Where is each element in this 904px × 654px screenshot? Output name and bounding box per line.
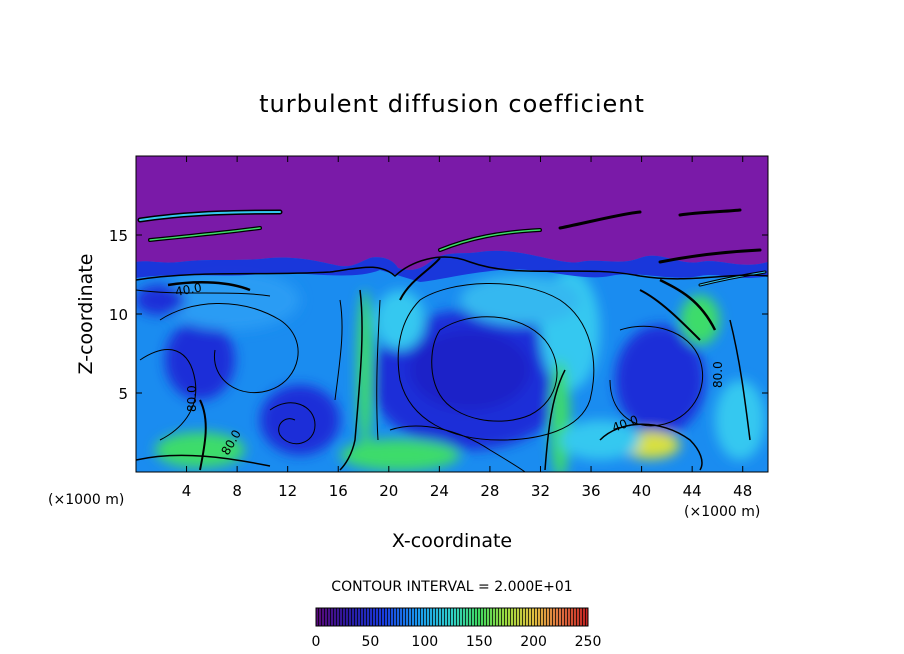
- x-tick-label: 16: [329, 482, 348, 500]
- x-tick-label: 8: [232, 482, 242, 500]
- colorbar-ticks: 0 50 100 150 200 250: [312, 634, 602, 650]
- y-tick-label: 10: [109, 306, 128, 324]
- x-axis-label: X-coordinate: [392, 530, 512, 552]
- colorbar-tick-label: 50: [361, 634, 379, 650]
- y-axis-label: Z-coordinate: [75, 254, 97, 375]
- x-tick-label: 48: [733, 482, 752, 500]
- colorbar-lines: [316, 608, 588, 626]
- x-axis-ticks: 4 8 12 16 20 24 28 32 36 40 44 48: [182, 156, 752, 500]
- x-tick-label: 12: [278, 482, 297, 500]
- x-tick-label: 28: [480, 482, 499, 500]
- contour-interval-label: CONTOUR INTERVAL = 2.000E+01: [331, 579, 572, 595]
- y-tick-label: 15: [109, 227, 128, 245]
- colorbar-tick-label: 250: [575, 634, 602, 650]
- contour-label: 40.0: [174, 281, 203, 299]
- y-axis-ticks: 5 10 15: [109, 227, 768, 403]
- x-tick-label: 36: [581, 482, 600, 500]
- x-unit-label-left: (×1000 m): [48, 492, 124, 508]
- contour-label: 80.0: [711, 361, 725, 388]
- colorbar-tick-label: 0: [312, 634, 321, 650]
- x-tick-label: 40: [632, 482, 651, 500]
- x-tick-label: 4: [182, 482, 192, 500]
- plot-area: 40.0 80.0 80.0 40.0 80.0: [136, 156, 768, 472]
- colorbar-tick-label: 200: [520, 634, 547, 650]
- x-tick-label: 32: [531, 482, 550, 500]
- chart-title: turbulent diffusion coefficient: [259, 90, 645, 118]
- upper-purple-region: [136, 156, 768, 270]
- colorbar-tick-label: 100: [411, 634, 438, 650]
- colorbar-frame: [315, 607, 589, 627]
- colorbar: 0 50 100 150 200 250: [312, 607, 602, 650]
- boundary-band: [136, 250, 768, 282]
- y-tick-label: 5: [118, 385, 128, 403]
- field-blobs: [136, 270, 765, 472]
- contour-label: 80.0: [185, 385, 199, 412]
- x-tick-label: 20: [379, 482, 398, 500]
- contour-lines: [136, 256, 768, 472]
- x-unit-label-right: (×1000 m): [684, 504, 760, 520]
- upper-streaks: [137, 208, 767, 287]
- colorbar-tick-label: 150: [466, 634, 493, 650]
- x-tick-label: 44: [683, 482, 702, 500]
- x-tick-label: 24: [430, 482, 449, 500]
